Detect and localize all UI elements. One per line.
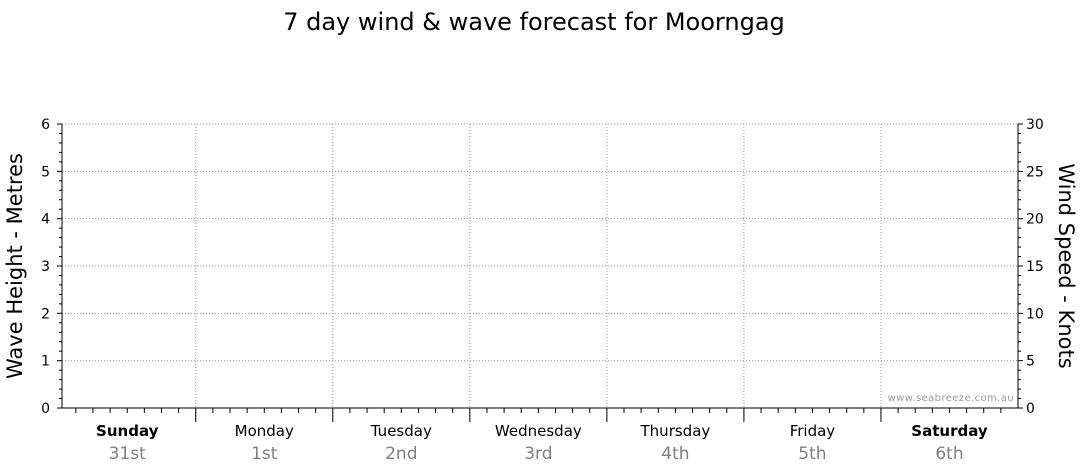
x-axis-day-labels: Sunday 31st Monday 1st Tuesday 2nd Wednesday 3r…: [96, 422, 988, 464]
day-name-label: Monday: [235, 422, 294, 440]
right-tick-label: 20: [1026, 212, 1044, 228]
day-date-label: 2nd: [385, 444, 417, 464]
y-axis-left-label: Wave Height - Metres: [3, 153, 27, 379]
left-tick-label: 5: [41, 164, 50, 180]
day-name-label: Thursday: [640, 422, 711, 440]
day-date-label: 3rd: [524, 444, 552, 464]
right-tick-label: 15: [1026, 259, 1044, 275]
left-tick-label: 4: [41, 212, 50, 228]
watermark: www.seabreeze.com.au: [888, 393, 1014, 404]
right-axis-ticks: 0 5 10 15 20 25 30: [1018, 117, 1044, 417]
left-tick-label: 1: [41, 354, 50, 370]
grid: [62, 123, 1018, 420]
day-name-label: Wednesday: [495, 422, 582, 440]
right-tick-label: 25: [1026, 164, 1044, 180]
right-tick-label: 30: [1026, 117, 1044, 133]
left-tick-label: 0: [41, 401, 50, 417]
day-date-label: 6th: [935, 444, 963, 464]
left-tick-label: 6: [41, 117, 50, 133]
day-date-label: 5th: [798, 444, 826, 464]
day-name-label: Saturday: [911, 422, 988, 440]
chart-title: 7 day wind & wave forecast for Moorngag: [283, 8, 785, 36]
day-date-label: 4th: [661, 444, 689, 464]
left-tick-label: 3: [41, 259, 50, 275]
left-tick-label: 2: [41, 306, 50, 322]
axes: [61, 124, 1019, 422]
right-tick-label: 0: [1026, 401, 1035, 417]
day-date-label: 1st: [251, 444, 278, 464]
day-date-label: 31st: [109, 444, 146, 464]
right-tick-label: 5: [1026, 354, 1035, 370]
right-tick-label: 10: [1026, 306, 1044, 322]
y-axis-right-label: Wind Speed - Knots: [1054, 163, 1078, 368]
left-axis-ticks: 0 1 2 3 4 5 6: [41, 117, 62, 417]
day-name-label: Sunday: [96, 422, 159, 440]
day-name-label: Friday: [790, 422, 836, 440]
day-name-label: Tuesday: [370, 422, 432, 440]
